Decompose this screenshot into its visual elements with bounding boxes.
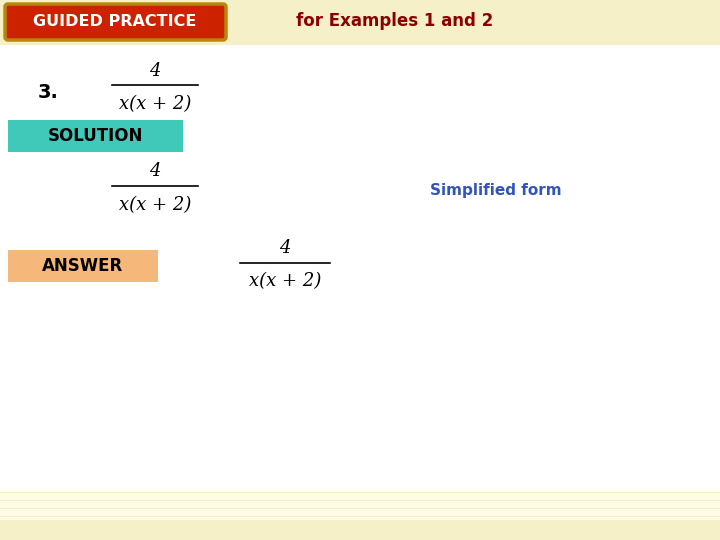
Bar xyxy=(0,520,720,540)
FancyBboxPatch shape xyxy=(8,120,183,152)
Bar xyxy=(0,0,720,45)
Text: GUIDED PRACTICE: GUIDED PRACTICE xyxy=(33,14,197,29)
Text: 4: 4 xyxy=(149,162,161,180)
Text: x(x + 2): x(x + 2) xyxy=(249,272,321,290)
FancyBboxPatch shape xyxy=(5,4,226,40)
Text: 4: 4 xyxy=(279,239,291,257)
Text: x(x + 2): x(x + 2) xyxy=(119,95,192,113)
FancyBboxPatch shape xyxy=(8,250,158,282)
Text: for Examples 1 and 2: for Examples 1 and 2 xyxy=(297,12,494,30)
Text: x(x + 2): x(x + 2) xyxy=(119,196,192,214)
Bar xyxy=(0,37,720,492)
Text: SOLUTION: SOLUTION xyxy=(48,127,143,145)
Text: ANSWER: ANSWER xyxy=(42,257,124,275)
Text: 3.: 3. xyxy=(38,83,59,102)
Text: 4: 4 xyxy=(149,62,161,80)
Text: Simplified form: Simplified form xyxy=(430,183,562,198)
